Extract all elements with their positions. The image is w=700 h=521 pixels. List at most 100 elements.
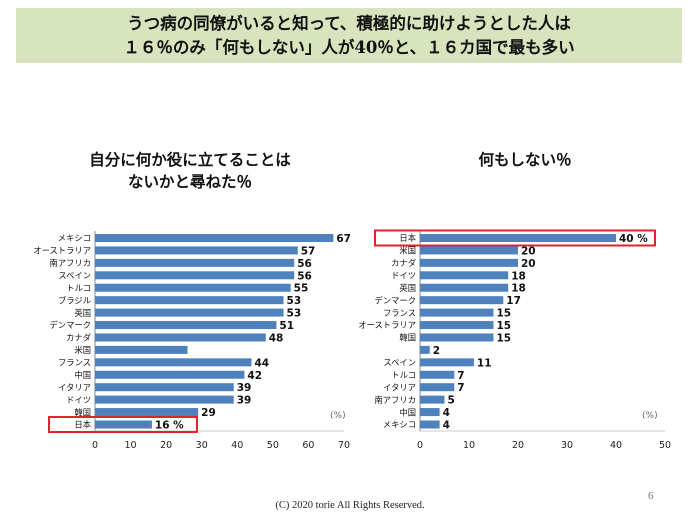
left-value-label: 55 xyxy=(294,283,309,295)
right-bar xyxy=(420,420,440,429)
right-x-tick-label: 10 xyxy=(463,440,475,451)
left-chart-title-line-1: 自分に何か役に立てることは xyxy=(89,151,291,169)
right-value-label: 20 xyxy=(521,245,536,257)
left-category-label: ブラジル xyxy=(58,295,91,305)
right-x-tick-label: 40 xyxy=(610,440,622,451)
header-line-1: うつ病の同僚がいると知って、積極的に助けようとした人は xyxy=(127,13,571,33)
left-bar xyxy=(95,383,234,392)
right-category-label: カナダ xyxy=(391,258,416,268)
right-value-label: 4 xyxy=(443,407,450,419)
left-value-label: 39 xyxy=(237,382,252,394)
right-bar xyxy=(420,234,616,242)
left-value-label: 48 xyxy=(269,332,284,344)
left-x-tick-label: 20 xyxy=(160,440,172,451)
left-category-label: 南アフリカ xyxy=(50,258,92,268)
left-chart-title: 自分に何か役に立てることは ないかと尋ねた％ xyxy=(40,149,340,193)
right-unit-label: (%) xyxy=(642,411,658,421)
header-banner: うつ病の同僚がいると知って、積極的に助けようとした人は １６％のみ「何もしない」… xyxy=(16,8,682,63)
right-bar xyxy=(420,370,455,379)
left-value-label: 56 xyxy=(297,258,312,270)
right-value-label: 20 xyxy=(521,258,536,270)
right-bar xyxy=(420,408,440,417)
right-bar xyxy=(420,271,509,280)
left-value-label: 42 xyxy=(247,370,262,382)
left-bar xyxy=(95,246,298,255)
right-bar xyxy=(420,345,430,354)
right-value-label: 15 xyxy=(497,332,512,344)
left-category-label: 日本 xyxy=(74,420,91,430)
right-bar xyxy=(420,321,494,330)
left-x-tick-label: 0 xyxy=(92,440,98,451)
right-category-label: ドイツ xyxy=(391,271,416,281)
right-category-label: トルコ xyxy=(391,370,416,380)
left-bar xyxy=(95,296,284,305)
right-x-tick-label: 30 xyxy=(561,440,573,451)
left-value-label: 53 xyxy=(287,295,302,307)
right-category-label: 米国 xyxy=(399,246,416,256)
right-category-label: 韓国 xyxy=(399,333,416,343)
left-bar xyxy=(95,271,295,280)
left-value-label: 44 xyxy=(255,357,270,369)
left-category-label: 英国 xyxy=(74,308,91,318)
left-category-label: デンマーク xyxy=(50,320,92,330)
right-bar xyxy=(420,296,504,305)
right-category-label: 英国 xyxy=(399,283,416,293)
right-highlight-box xyxy=(374,229,656,247)
left-bar xyxy=(95,345,188,354)
right-value-label: 15 xyxy=(497,320,512,332)
right-bar xyxy=(420,258,518,267)
left-x-tick-label: 70 xyxy=(338,440,350,451)
left-bar xyxy=(95,308,284,317)
left-category-label: ドイツ xyxy=(66,395,91,405)
right-value-label: 17 xyxy=(506,295,521,307)
right-category-label: イタリア xyxy=(383,382,416,392)
left-category-label: フランス xyxy=(58,358,91,368)
left-category-label: イタリア xyxy=(58,382,91,392)
right-value-label: 4 xyxy=(443,420,450,432)
left-bar xyxy=(95,370,245,379)
left-value-label: 51 xyxy=(279,320,294,332)
left-chart-title-line-2: ないかと尋ねた％ xyxy=(127,173,252,191)
right-bar xyxy=(420,246,518,255)
right-category-label: 南アフリカ xyxy=(375,395,417,405)
left-x-tick-label: 30 xyxy=(196,440,208,451)
left-bar xyxy=(95,395,234,404)
right-chart-title: 何もしない％ xyxy=(390,149,660,171)
left-bar xyxy=(95,408,199,417)
right-chart-title-line-1: 何もしない％ xyxy=(478,151,572,169)
left-category-label: 韓国 xyxy=(74,407,91,417)
right-value-label: 7 xyxy=(457,370,464,382)
left-highlight-box xyxy=(48,416,198,433)
header-line-2: １６％のみ「何もしない」人が40％と、１６カ国で最も多い xyxy=(123,37,575,57)
left-category-label: 米国 xyxy=(74,345,91,355)
right-value-label: 40 % xyxy=(619,233,648,245)
left-value-label: 57 xyxy=(301,245,316,257)
left-x-tick-label: 40 xyxy=(231,440,243,451)
right-x-tick-label: 0 xyxy=(417,440,423,451)
right-bar xyxy=(420,333,494,342)
right-category-label: デンマーク xyxy=(375,295,417,305)
right-value-label: 15 xyxy=(497,308,512,320)
copyright-footer: (C) 2020 torie All Rights Reserved. xyxy=(275,500,425,511)
left-value-label: 53 xyxy=(287,308,302,320)
right-bar xyxy=(420,358,474,367)
right-x-tick-label: 20 xyxy=(512,440,524,451)
left-value-label: 16 % xyxy=(155,420,184,432)
right-category-label: 中国 xyxy=(399,407,416,417)
right-value-label: 2 xyxy=(433,345,440,357)
right-bar xyxy=(420,383,455,392)
left-category-label: トルコ xyxy=(66,283,91,293)
right-value-label: 18 xyxy=(511,270,526,282)
right-bar xyxy=(420,308,494,317)
left-bar xyxy=(95,234,334,242)
left-x-tick-label: 10 xyxy=(125,440,137,451)
right-value-label: 7 xyxy=(457,382,464,394)
right-category-label: メキシコ xyxy=(383,420,416,430)
right-value-label: 18 xyxy=(511,283,526,295)
right-value-label: 11 xyxy=(477,357,492,369)
left-x-tick-label: 50 xyxy=(267,440,279,451)
right-bar xyxy=(420,395,445,404)
left-x-tick-label: 60 xyxy=(302,440,314,451)
left-value-label: 39 xyxy=(237,395,252,407)
